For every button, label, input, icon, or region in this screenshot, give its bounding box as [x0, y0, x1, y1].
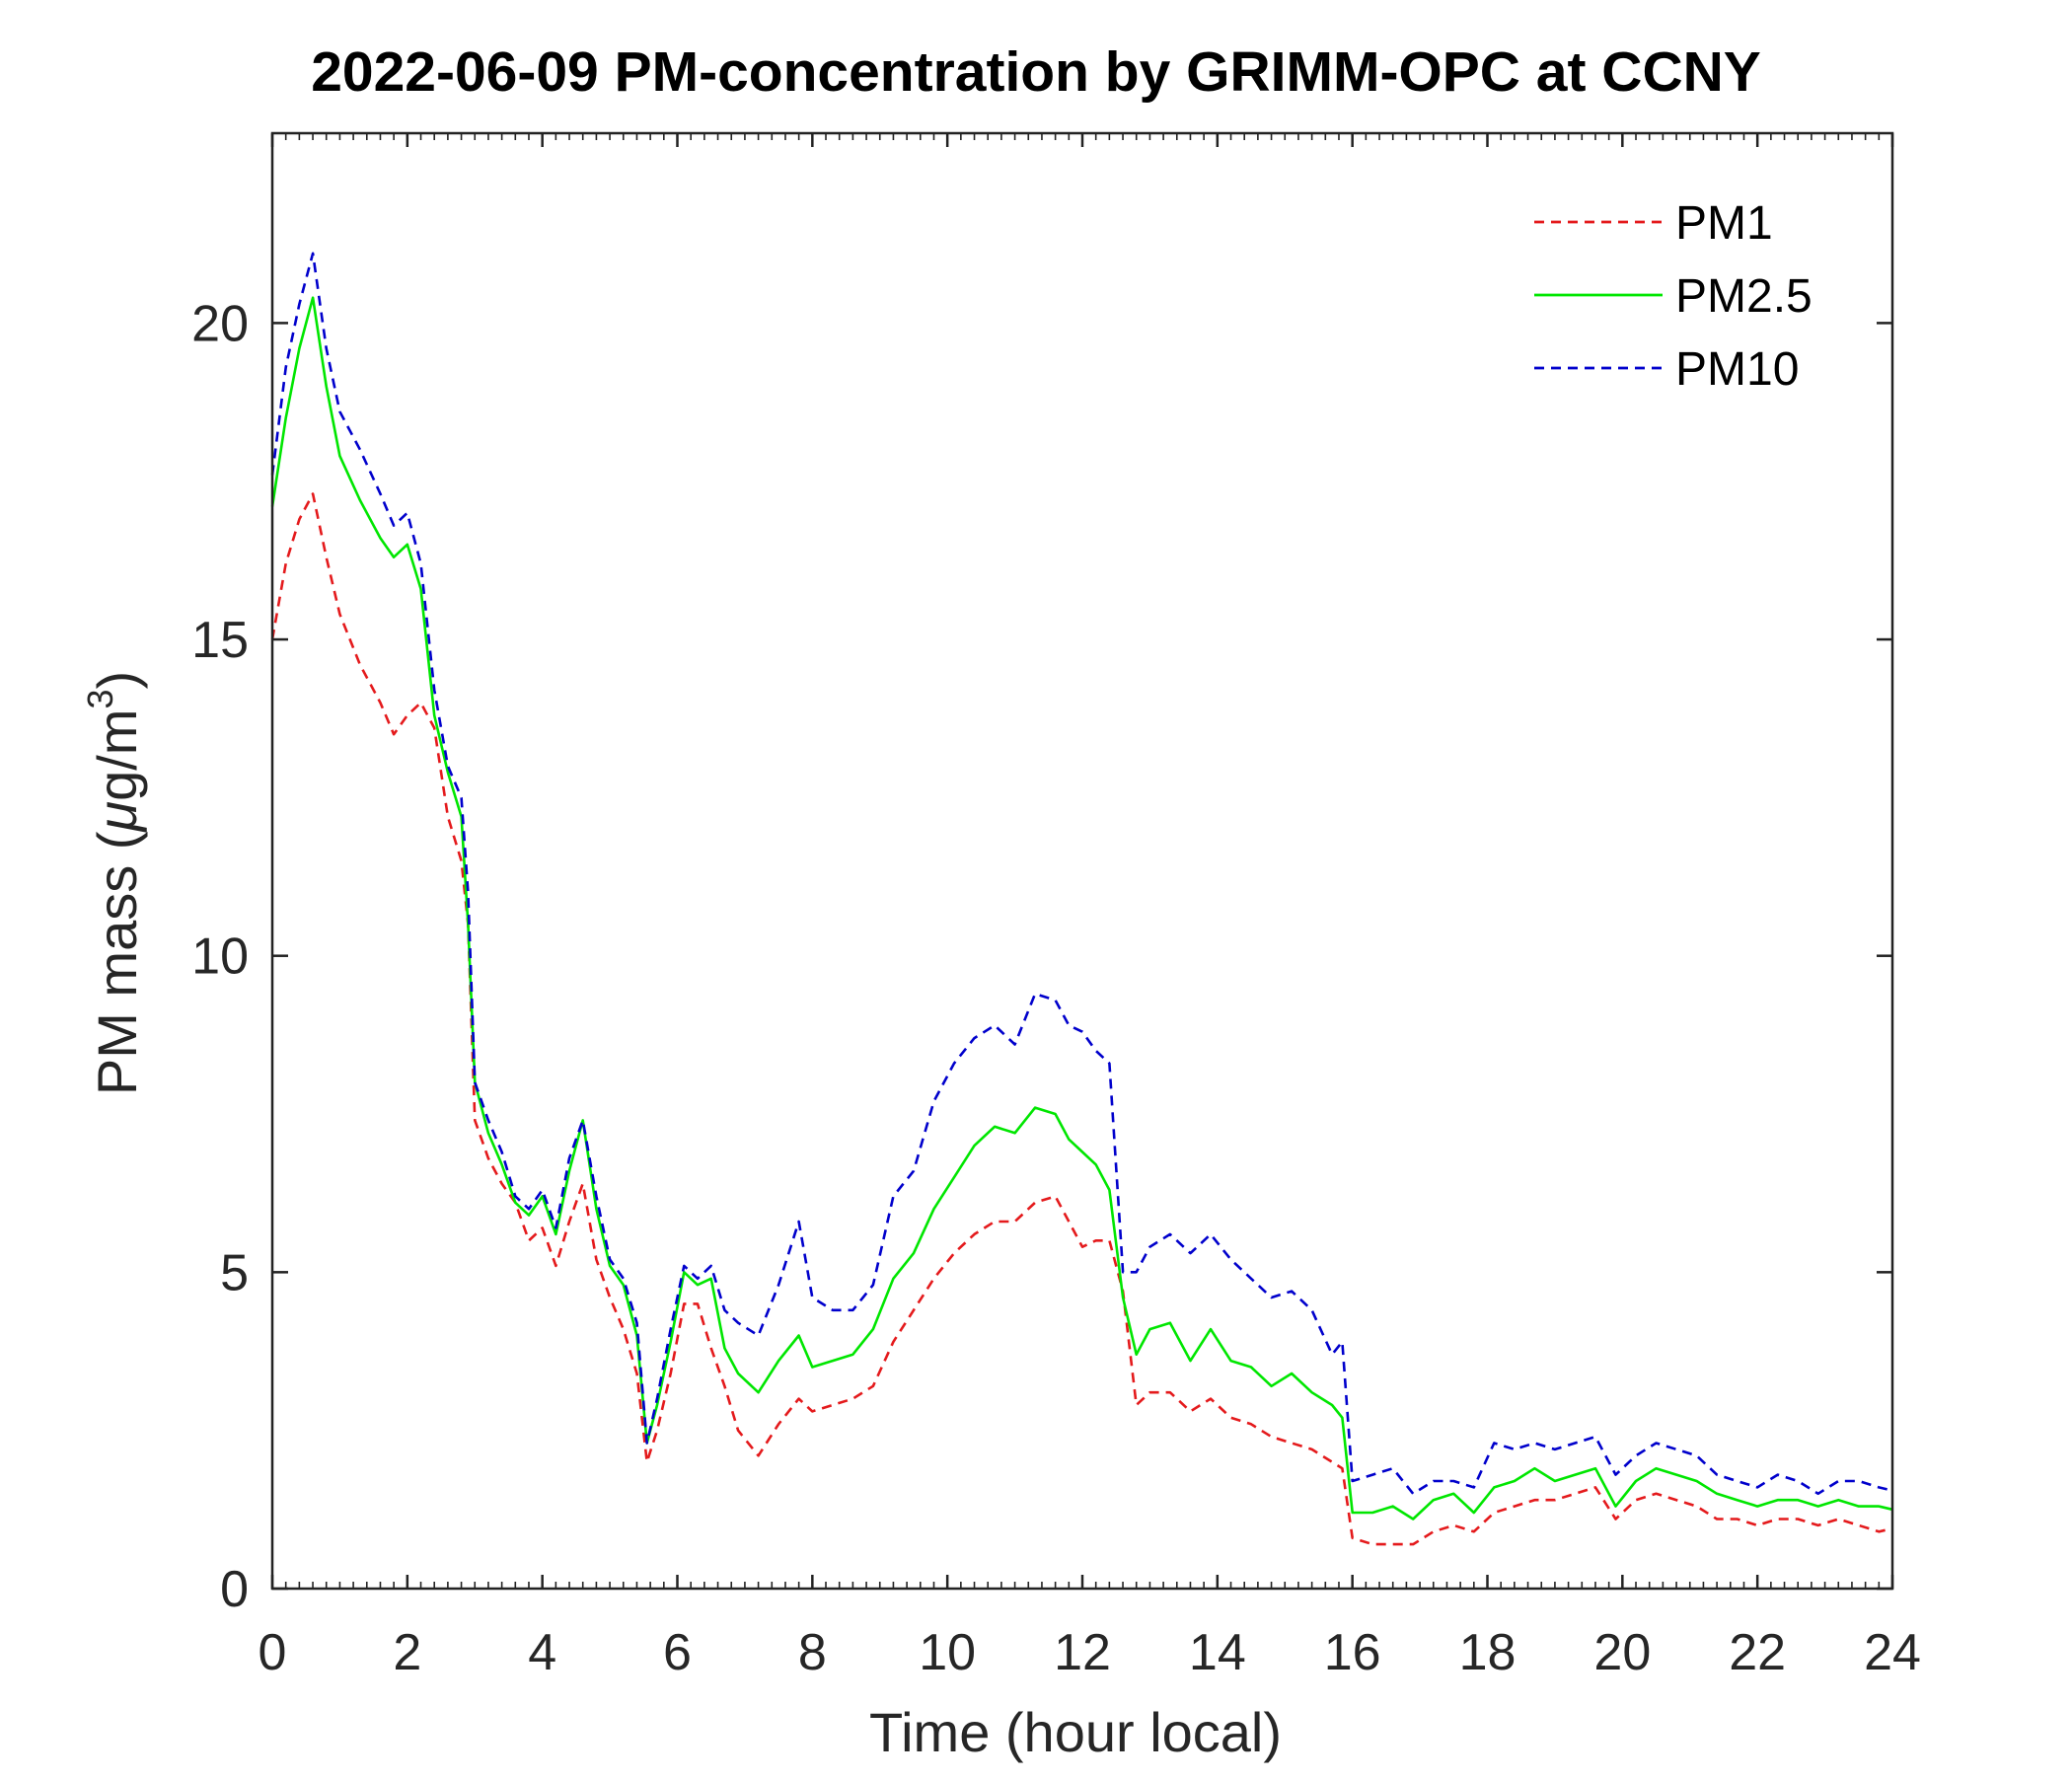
x-tick-label: 18 — [1459, 1624, 1517, 1681]
y-tick-label: 10 — [191, 928, 249, 986]
legend-label: PM10 — [1675, 343, 1799, 396]
x-tick-label: 16 — [1324, 1624, 1381, 1681]
x-tick-label: 12 — [1054, 1624, 1111, 1681]
series-line-pm1 — [270, 492, 1893, 1546]
y-tick-label: 20 — [191, 295, 249, 352]
x-tick-label: 4 — [528, 1624, 556, 1681]
x-tick-label: 8 — [798, 1624, 827, 1681]
y-tick-label: 15 — [191, 612, 249, 669]
y-axis-label: PM mass (μg/m3) — [80, 671, 148, 1095]
chart-title: 2022-06-09 PM-concentration by GRIMM-OPC… — [311, 40, 1761, 104]
y-tick-label: 0 — [220, 1561, 249, 1618]
x-tick-label: 0 — [259, 1624, 287, 1681]
x-tick-label: 14 — [1189, 1624, 1246, 1681]
x-tick-label: 2 — [393, 1624, 421, 1681]
y-axis-label-text: PM mass ( — [86, 831, 148, 1095]
x-tick-label: 22 — [1729, 1624, 1786, 1681]
y-axis-label-mu: μ — [86, 801, 148, 834]
y-axis-label-close: ) — [86, 671, 148, 690]
legend-label: PM2.5 — [1675, 270, 1813, 323]
tick-marks — [270, 133, 1894, 1591]
series-line-pm10 — [270, 252, 1893, 1496]
y-tick-label: 5 — [220, 1244, 249, 1301]
x-tick-label: 24 — [1864, 1624, 1921, 1681]
y-axis-label-unit: g/m — [86, 709, 148, 801]
legend: PM1 PM2.5 PM10 — [1534, 197, 1813, 396]
series-line-pm2_5 — [270, 296, 1893, 1521]
x-tick-label: 10 — [919, 1624, 976, 1681]
legend-label: PM1 — [1675, 197, 1773, 250]
x-tick-label: 20 — [1593, 1624, 1651, 1681]
x-tick-label: 6 — [663, 1624, 692, 1681]
y-axis-label-sup: 3 — [80, 690, 120, 709]
axes-box — [270, 131, 1894, 1591]
plot-lines — [270, 252, 1893, 1546]
x-axis-label: Time (hour local) — [869, 1701, 1282, 1763]
